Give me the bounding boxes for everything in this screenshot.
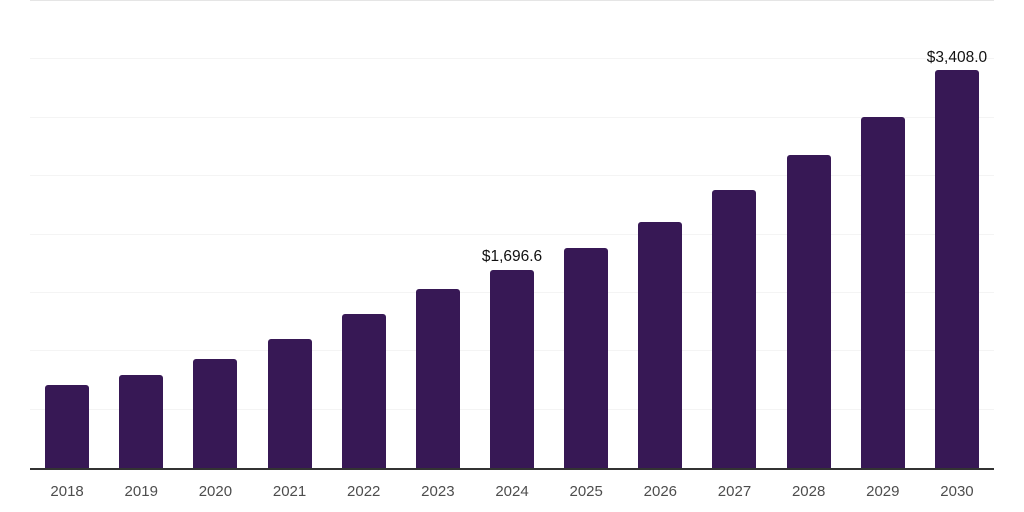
bar-slot-2029: [846, 1, 920, 468]
bar-2020: [193, 359, 238, 468]
gridline-4000: [30, 0, 994, 1]
bar-slot-2020: [178, 1, 252, 468]
bar-slot-2024: $1,696.6: [475, 1, 549, 468]
bar-2026: [638, 222, 683, 468]
bar-slot-2030: $3,408.0: [920, 1, 994, 468]
bar-2025: [564, 247, 609, 468]
x-tick-2028: 2028: [791, 483, 826, 500]
bar-slot-2028: [772, 1, 846, 468]
x-tick-2026: 2026: [643, 483, 678, 500]
bar-2022: [341, 314, 386, 468]
bar-value-label-2030: $3,408.0: [926, 48, 988, 66]
x-tick-2019: 2019: [124, 483, 158, 500]
bar-slot-2021: [252, 1, 326, 468]
x-tick-2029: 2029: [866, 483, 900, 500]
gridline-3500: [30, 58, 994, 60]
bar-slot-2022: [327, 1, 401, 468]
x-tick-2027: 2027: [717, 483, 752, 500]
gridline-2000: [30, 233, 994, 235]
bar-2019: [119, 374, 164, 468]
plot-area: $1,696.6 $3,408.0: [30, 0, 994, 470]
bar-2021: [267, 339, 312, 468]
bar-slot-2018: [30, 1, 104, 468]
bar-2028: [786, 155, 831, 468]
bar-2018: [45, 385, 90, 468]
bar-slot-2027: [697, 1, 771, 468]
gridline-3000: [30, 116, 994, 118]
x-tick-2023: 2023: [421, 483, 455, 500]
bar-slot-2019: [104, 1, 178, 468]
x-tick-2018: 2018: [50, 483, 84, 500]
x-tick-2024: 2024: [495, 483, 529, 500]
x-tick-2020: 2020: [198, 483, 233, 500]
bars-layer: $1,696.6 $3,408.0: [30, 1, 994, 468]
bar-2030: [934, 70, 979, 468]
bar-slot-2025: [549, 1, 623, 468]
x-tick-2030: 2030: [940, 483, 974, 500]
bar-2023: [415, 288, 460, 468]
bar-2029: [860, 116, 905, 468]
bar-slot-2023: [401, 1, 475, 468]
x-tick-2022: 2022: [347, 483, 381, 500]
bar-slot-2026: [623, 1, 697, 468]
gridline-2500: [30, 175, 994, 177]
x-tick-2025: 2025: [569, 483, 603, 500]
bar-value-label-2024: $1,696.6: [481, 248, 543, 266]
x-tick-2021: 2021: [272, 483, 307, 500]
bar-2027: [712, 190, 757, 468]
bar-2024: [490, 269, 535, 468]
x-axis-labels: 2018 2019 2020 2021 2022 2023 2024 2025 2026 2027…: [30, 484, 994, 500]
